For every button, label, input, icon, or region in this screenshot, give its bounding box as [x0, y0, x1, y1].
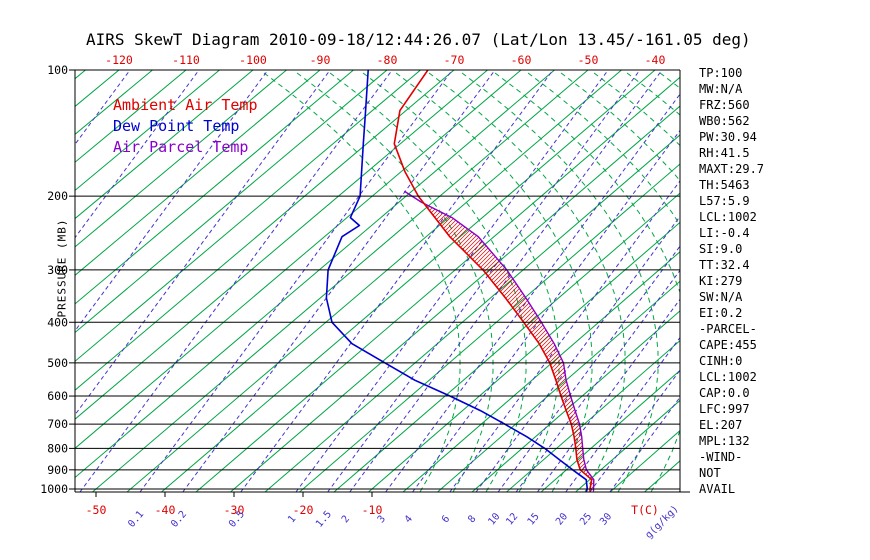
- pressure-tick-label: 300: [47, 263, 68, 277]
- stats-line: EI:0.2: [699, 306, 743, 320]
- stats-line: RH:41.5: [699, 146, 750, 160]
- temp-unit-label: T(C): [631, 503, 659, 517]
- legend-ambient-air-temp: Ambient Air Temp: [113, 96, 258, 114]
- stats-line: PW:30.94: [699, 130, 757, 144]
- ambient-air-temp-curve: [393, 70, 593, 492]
- stats-line: TP:100: [699, 66, 743, 80]
- top-temp-tick-label: -120: [105, 53, 133, 67]
- mixing-ratio-label: 1.5: [314, 509, 334, 530]
- top-temp-tick-label: -100: [239, 53, 267, 67]
- top-temp-tick-label: -90: [310, 53, 331, 67]
- mixing-ratio-label: 10: [486, 511, 502, 527]
- stats-line: FRZ:560: [699, 98, 750, 112]
- pressure-tick-label: 500: [47, 356, 68, 370]
- stats-line: MPL:132: [699, 434, 750, 448]
- cape-hatch-region: [421, 202, 594, 489]
- mixing-ratio-label: 2: [340, 514, 352, 526]
- stats-line: EL:207: [699, 418, 743, 432]
- pressure-axis-label: PRESSURE (MB): [55, 218, 69, 318]
- chart-title: AIRS SkewT Diagram 2010-09-18/12:44:26.0…: [86, 30, 751, 49]
- stats-line: -WIND-: [699, 450, 743, 464]
- mixing-ratio-label: 15: [526, 511, 542, 527]
- bottom-temp-tick-label: -40: [155, 503, 176, 517]
- top-temp-tick-label: -60: [511, 53, 532, 67]
- mixing-ratio-label: 20: [554, 511, 570, 527]
- legend-air-parcel-temp: Air Parcel Temp: [113, 138, 249, 156]
- mixing-ratio-label: 4: [403, 514, 415, 526]
- pressure-gridlines: [69, 69, 690, 497]
- bottom-temp-tick-label: -50: [86, 503, 107, 517]
- mixing-ratio-label: 1: [286, 514, 298, 526]
- legend: Ambient Air Temp Dew Point Temp Air Parc…: [113, 95, 258, 158]
- pressure-tick-label: 900: [47, 463, 68, 477]
- mixing-ratio-label: 30: [598, 511, 614, 527]
- stats-line: MAXT:29.7: [699, 162, 765, 176]
- pressure-tick-label: 100: [47, 63, 68, 77]
- stats-line: MW:N/A: [699, 82, 743, 96]
- stats-line: CAP:0.0: [699, 386, 750, 400]
- stats-line: -PARCEL-: [699, 322, 757, 336]
- pressure-tick-label: 800: [47, 441, 68, 455]
- bottom-temp-tick-label: -20: [293, 503, 314, 517]
- pressure-tick-label: 1000: [40, 482, 68, 496]
- stats-line: AVAIL: [699, 482, 736, 496]
- top-temp-tick-label: -50: [578, 53, 599, 67]
- stats-line: CAPE:455: [699, 338, 757, 352]
- moist-adiabat-grid: [262, 71, 680, 492]
- stats-line: LCL:1002: [699, 210, 757, 224]
- stats-line: SW:N/A: [699, 290, 743, 304]
- mixing-ratio-label: 12: [504, 511, 520, 527]
- top-temp-tick-label: -70: [444, 53, 465, 67]
- stats-line: LFC:997: [699, 402, 750, 416]
- stats-line: KI:279: [699, 274, 743, 288]
- pressure-tick-label: 600: [47, 389, 68, 403]
- top-temp-tick-label: -40: [645, 53, 666, 67]
- top-temp-tick-label: -80: [377, 53, 398, 67]
- bottom-temp-tick-label: -30: [224, 503, 245, 517]
- stats-line: LCL:1002: [699, 370, 757, 384]
- mixing-ratio-label: 6: [440, 514, 452, 526]
- pressure-tick-label: 400: [47, 315, 68, 329]
- mixing-ratio-label: 25: [578, 511, 594, 527]
- air-parcel-temp-curve: [404, 190, 595, 492]
- stats-panel: TP:100 MW:N/A FRZ:560 WB0:562 PW:30.94 RH:41.…: [699, 65, 764, 497]
- stats-line: TT:32.4: [699, 258, 750, 272]
- mixing-ratio-label: 8: [466, 514, 478, 526]
- mixing-ratio-label: 3: [376, 514, 388, 526]
- cape-area: [421, 202, 594, 489]
- stats-line: L57:5.9: [699, 194, 750, 208]
- stats-line: TH:5463: [699, 178, 750, 192]
- legend-dew-point-temp: Dew Point Temp: [113, 117, 240, 135]
- stats-line: NOT: [699, 466, 721, 480]
- bottom-temp-tick-label: -10: [362, 503, 383, 517]
- pressure-tick-label: 700: [47, 417, 68, 431]
- top-temp-tick-label: -110: [172, 53, 200, 67]
- stats-line: WB0:562: [699, 114, 750, 128]
- stats-line: LI:-0.4: [699, 226, 750, 240]
- stats-line: SI:9.0: [699, 242, 743, 256]
- pressure-tick-label: 200: [47, 189, 68, 203]
- stats-line: CINH:0: [699, 354, 743, 368]
- mixing-ratio-label: 0.1: [126, 509, 146, 530]
